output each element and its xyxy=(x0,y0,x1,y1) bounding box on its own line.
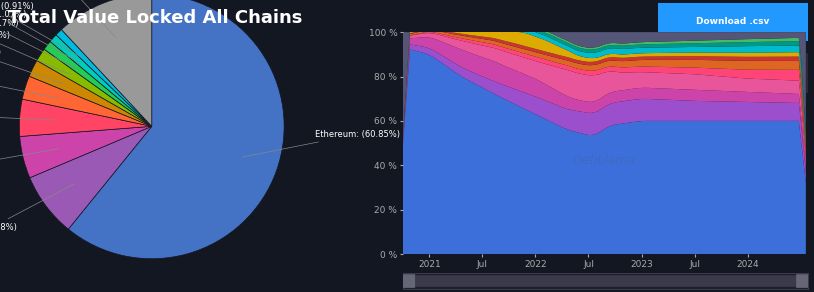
Text: Chains ▾: Chains ▾ xyxy=(746,69,786,77)
Text: BSC: (5.13%): BSC: (5.13%) xyxy=(0,149,59,171)
Wedge shape xyxy=(37,49,151,126)
FancyBboxPatch shape xyxy=(646,49,814,97)
Text: Base: (1.62%): Base: (1.62%) xyxy=(0,31,71,75)
Text: Merlin: (1.17%): Merlin: (1.17%) xyxy=(0,19,76,68)
FancyBboxPatch shape xyxy=(796,274,810,288)
Text: DefiLlama: DefiLlama xyxy=(573,154,636,167)
Text: 288: 288 xyxy=(689,68,710,78)
Text: Solana: (4.52%): Solana: (4.52%) xyxy=(0,111,55,120)
Wedge shape xyxy=(29,60,151,126)
FancyBboxPatch shape xyxy=(401,274,415,288)
Text: Avalanche: (0.91%): Avalanche: (0.91%) xyxy=(0,2,84,58)
Wedge shape xyxy=(68,0,284,259)
Text: Blast: (2.1%): Blast: (2.1%) xyxy=(0,48,65,84)
FancyBboxPatch shape xyxy=(653,55,725,91)
Wedge shape xyxy=(30,126,151,229)
Wedge shape xyxy=(20,99,151,136)
Wedge shape xyxy=(20,126,151,178)
FancyBboxPatch shape xyxy=(640,0,814,46)
Wedge shape xyxy=(61,0,151,126)
Text: Tron: (7.8%): Tron: (7.8%) xyxy=(0,184,75,232)
Text: Others: (11.95%): Others: (11.95%) xyxy=(18,0,116,37)
Wedge shape xyxy=(56,29,151,126)
Text: 288: 288 xyxy=(689,68,710,78)
Text: Arbitrum: (2.88%): Arbitrum: (2.88%) xyxy=(0,72,59,98)
Text: Ethereum: (60.85%): Ethereum: (60.85%) xyxy=(243,130,400,157)
Text: Download .csv: Download .csv xyxy=(696,18,770,26)
Text: Bitcoin: (1.07%): Bitcoin: (1.07%) xyxy=(0,10,80,63)
FancyBboxPatch shape xyxy=(401,275,810,287)
Wedge shape xyxy=(50,35,151,126)
Wedge shape xyxy=(44,41,151,126)
Wedge shape xyxy=(22,76,151,126)
Text: Total Value Locked All Chains: Total Value Locked All Chains xyxy=(8,9,303,27)
